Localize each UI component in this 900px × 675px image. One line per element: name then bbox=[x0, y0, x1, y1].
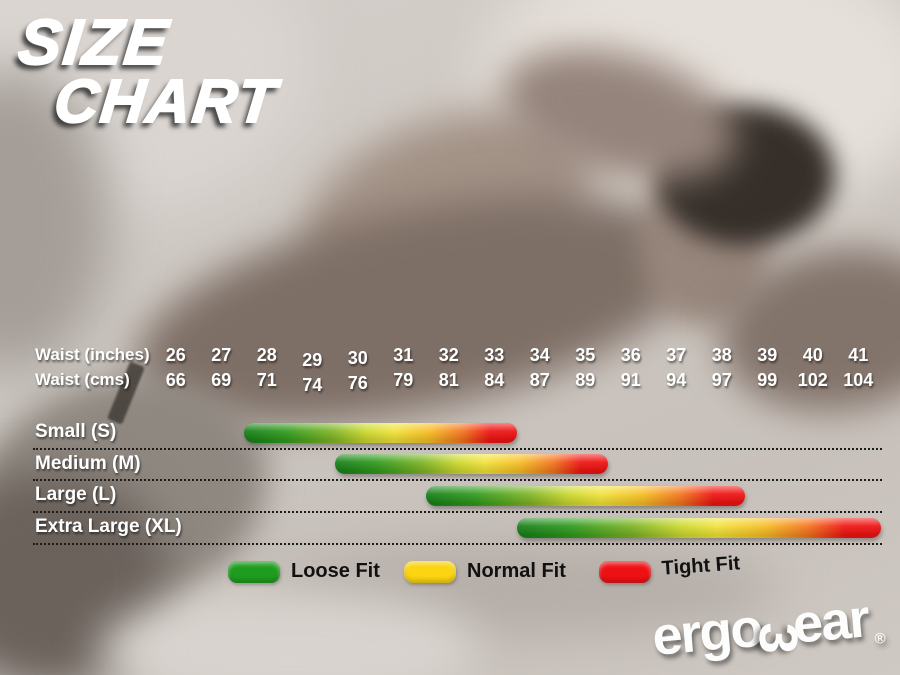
size-row: Medium (M) bbox=[33, 450, 882, 482]
fit-legend: Loose Fit Normal Fit Tight Fit bbox=[0, 552, 900, 600]
waist-value: 81 bbox=[438, 370, 459, 390]
waist-inches-values: 26 27 28 29 30 31 32 33 34 35 36 37 38 39 40 41 bbox=[153, 342, 881, 370]
legend-item: Normal Fit bbox=[404, 560, 566, 583]
waist-cms-row: Waist (cms) 66 69 71 74 76 79 81 84 87 89 91 94 97 99… bbox=[0, 367, 900, 395]
legend-label: Tight Fit bbox=[660, 552, 741, 580]
waist-value: 94 bbox=[666, 370, 687, 390]
waist-value: 29 bbox=[302, 350, 323, 370]
size-row: Small (S) bbox=[33, 418, 882, 450]
waist-value: 36 bbox=[620, 345, 641, 365]
waist-value: 97 bbox=[711, 370, 732, 390]
waist-value: 30 bbox=[347, 348, 368, 368]
waist-value: 40 bbox=[802, 345, 823, 365]
waist-inches-row: Waist (inches) 26 27 28 29 30 31 32 33 34 35 36 37 3… bbox=[0, 342, 900, 370]
legend-item: Loose Fit bbox=[228, 560, 380, 583]
waist-value: 41 bbox=[848, 345, 869, 365]
waist-value: 104 bbox=[843, 370, 874, 390]
size-range-bar bbox=[244, 422, 518, 443]
size-range-bar bbox=[335, 454, 609, 475]
size-row: Extra Large (XL) bbox=[33, 513, 882, 545]
size-rows: Small (S) Medium (M) Large (L) Extra Large … bbox=[33, 418, 882, 545]
waist-value: 74 bbox=[302, 375, 323, 395]
waist-value: 89 bbox=[575, 370, 596, 390]
waist-value: 87 bbox=[529, 370, 550, 390]
waist-value: 76 bbox=[347, 373, 368, 393]
logo-omega-glyph: 3 bbox=[747, 621, 808, 653]
waist-value: 84 bbox=[484, 370, 505, 390]
legend-label: Normal Fit bbox=[467, 560, 566, 582]
waist-value: 71 bbox=[256, 370, 277, 390]
waist-value: 79 bbox=[393, 370, 414, 390]
waist-value: 34 bbox=[529, 345, 550, 365]
size-label: Large (L) bbox=[35, 484, 117, 506]
registered-mark: ® bbox=[873, 629, 887, 648]
legend-swatch-red bbox=[599, 560, 651, 583]
size-range-bar bbox=[426, 485, 745, 506]
waist-cms-values: 66 69 71 74 76 79 81 84 87 89 91 94 97 99 102 104 bbox=[153, 367, 881, 395]
size-range-bar bbox=[517, 517, 882, 538]
waist-value: 37 bbox=[666, 345, 687, 365]
title-line-chart: CHART bbox=[50, 66, 282, 136]
waist-value: 102 bbox=[797, 370, 828, 390]
waist-cms-label: Waist (cms) bbox=[35, 370, 130, 389]
waist-value: 91 bbox=[620, 370, 641, 390]
waist-value: 26 bbox=[165, 345, 186, 365]
page-title: SIZE CHART bbox=[10, 5, 287, 136]
size-row: Large (L) bbox=[33, 481, 882, 514]
legend-label: Loose Fit bbox=[291, 560, 380, 582]
legend-swatch-green bbox=[228, 560, 280, 583]
waist-value: 28 bbox=[256, 345, 277, 365]
waist-value: 69 bbox=[211, 370, 232, 390]
waist-value: 32 bbox=[438, 345, 459, 365]
title-line-size: SIZE bbox=[14, 5, 174, 79]
waist-value: 33 bbox=[484, 345, 505, 365]
size-label: Medium (M) bbox=[35, 452, 141, 474]
waist-value: 66 bbox=[165, 370, 186, 390]
waist-value: 39 bbox=[757, 345, 778, 365]
size-label: Small (S) bbox=[35, 421, 117, 442]
size-label: Extra Large (XL) bbox=[35, 516, 182, 538]
legend-swatch-yellow bbox=[404, 560, 456, 583]
waist-value: 35 bbox=[575, 345, 596, 365]
waist-value: 99 bbox=[757, 370, 778, 390]
waist-value: 27 bbox=[211, 345, 232, 365]
legend-item: Tight Fit bbox=[599, 552, 741, 583]
waist-inches-label: Waist (inches) bbox=[35, 345, 150, 364]
waist-value: 31 bbox=[393, 345, 414, 365]
waist-value: 38 bbox=[711, 345, 732, 365]
